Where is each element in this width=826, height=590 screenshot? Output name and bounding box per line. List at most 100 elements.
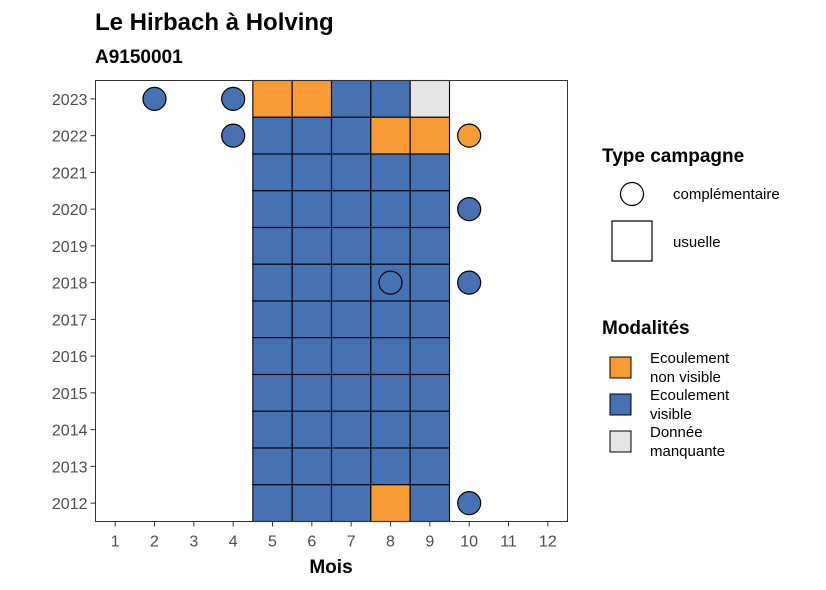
tile-2022-5	[252, 116, 293, 155]
tile-2022-9	[409, 116, 451, 155]
tile-2021-7	[330, 153, 372, 192]
tile-2020-5	[252, 190, 293, 229]
tile-2014-6	[291, 410, 333, 449]
legend-label-manquante-1: Donnée	[650, 424, 703, 441]
tile-2013-8	[370, 447, 411, 486]
legend-label-manquante-2: manquante	[650, 443, 725, 460]
tile-2023-5	[252, 79, 293, 118]
y-tick-label: 2018	[52, 276, 88, 293]
tile-2015-9	[409, 373, 451, 412]
tile-2017-5	[252, 300, 293, 339]
plot-panel-border	[95, 80, 568, 522]
legend-swatch-visible	[609, 393, 632, 416]
tile-2022-6	[291, 116, 333, 155]
tile-2014-8	[370, 410, 411, 449]
legend-modalites-title: Modalités	[602, 318, 690, 339]
point-2022-4	[221, 123, 246, 148]
tile-2013-9	[409, 447, 451, 486]
x-tick-label: 8	[386, 534, 395, 551]
y-tick-label: 2022	[52, 129, 88, 146]
x-tick-label: 2	[150, 534, 159, 551]
chart-title: Le Hirbach à Holving	[95, 9, 334, 36]
legend-type-title: Type campagne	[602, 146, 744, 167]
tile-2015-7	[330, 373, 372, 412]
x-tick-label: 10	[460, 534, 478, 551]
x-tick-label: 9	[425, 534, 434, 551]
tile-2012-8	[370, 484, 411, 523]
legend-label-usuelle: usuelle	[673, 234, 721, 251]
y-tick-label: 2015	[52, 386, 88, 403]
y-tick-label: 2013	[52, 459, 88, 476]
tile-2018-6	[291, 263, 333, 302]
legend-type-campagne: Type campagne complémentaire usuelle	[602, 146, 780, 262]
tile-2019-5	[252, 226, 293, 265]
legend-label-visible-2: visible	[650, 406, 692, 423]
tile-2019-9	[409, 226, 451, 265]
legend-label-non-visible-2: non visible	[650, 369, 721, 386]
tile-2014-9	[409, 410, 451, 449]
tile-2017-7	[330, 300, 372, 339]
legend-label-complementaire: complémentaire	[673, 186, 780, 203]
x-tick-label: 6	[307, 534, 316, 551]
legend-label-visible-1: Ecoulement	[650, 387, 730, 404]
tile-2012-9	[409, 484, 451, 523]
tile-2018-5	[252, 263, 293, 302]
point-2020-10	[457, 197, 482, 222]
tile-2017-8	[370, 300, 411, 339]
y-tick-label: 2019	[52, 239, 88, 256]
x-axis-title: Mois	[309, 557, 352, 578]
chart-subtitle: A9150001	[95, 47, 183, 68]
tile-2023-8	[370, 79, 411, 118]
tile-2020-7	[330, 190, 372, 229]
point-2018-8	[378, 270, 403, 295]
y-axis: 2012 2013 2014 2015 2016 2017 2018 2019 2020 2021…	[52, 92, 96, 513]
tile-2023-6	[291, 79, 333, 118]
tile-2015-6	[291, 373, 333, 412]
x-tick-label: 5	[268, 534, 277, 551]
tile-2021-9	[409, 153, 451, 192]
tile-2019-6	[291, 226, 333, 265]
tile-2018-7	[330, 263, 372, 302]
tile-2012-7	[330, 484, 372, 523]
point-2012-10	[457, 491, 482, 516]
tile-2016-8	[370, 337, 411, 376]
tile-2022-7	[330, 116, 372, 155]
tile-2021-5	[252, 153, 293, 192]
points-layer	[142, 86, 482, 516]
tile-2016-6	[291, 337, 333, 376]
y-tick-label: 2012	[52, 496, 88, 513]
y-tick-label: 2020	[52, 202, 88, 219]
tile-2019-8	[370, 226, 411, 265]
tile-2012-5	[252, 484, 293, 523]
x-tick-label: 1	[111, 534, 120, 551]
y-tick-label: 2023	[52, 92, 88, 109]
tile-2023-7	[330, 79, 372, 118]
point-2023-2	[142, 86, 167, 111]
tile-2013-5	[252, 447, 293, 486]
x-axis: 1 2 3 4 5 6 7 8 9 10 11 12	[111, 521, 557, 551]
point-2018-10	[457, 270, 482, 295]
tile-2018-9	[409, 263, 451, 302]
x-tick-label: 7	[347, 534, 356, 551]
legend-swatch-non-visible	[609, 356, 632, 379]
tile-2020-8	[370, 190, 411, 229]
tile-2013-7	[330, 447, 372, 486]
tile-2016-5	[252, 337, 293, 376]
legend-circle-marker	[619, 181, 645, 207]
tile-2016-7	[330, 337, 372, 376]
tile-2021-6	[291, 153, 333, 192]
tile-2012-6	[291, 484, 333, 523]
y-tick-label: 2017	[52, 312, 88, 329]
legend-square-marker	[611, 220, 653, 262]
tile-2020-9	[409, 190, 451, 229]
tile-2021-8	[370, 153, 411, 192]
tile-2015-5	[252, 373, 293, 412]
x-tick-label: 11	[500, 534, 517, 551]
tile-2013-6	[291, 447, 333, 486]
tile-2014-5	[252, 410, 293, 449]
y-tick-label: 2016	[52, 349, 88, 366]
tiles-layer	[252, 79, 451, 523]
tile-2014-7	[330, 410, 372, 449]
y-tick-label: 2014	[52, 423, 88, 440]
point-2022-10	[457, 123, 482, 148]
